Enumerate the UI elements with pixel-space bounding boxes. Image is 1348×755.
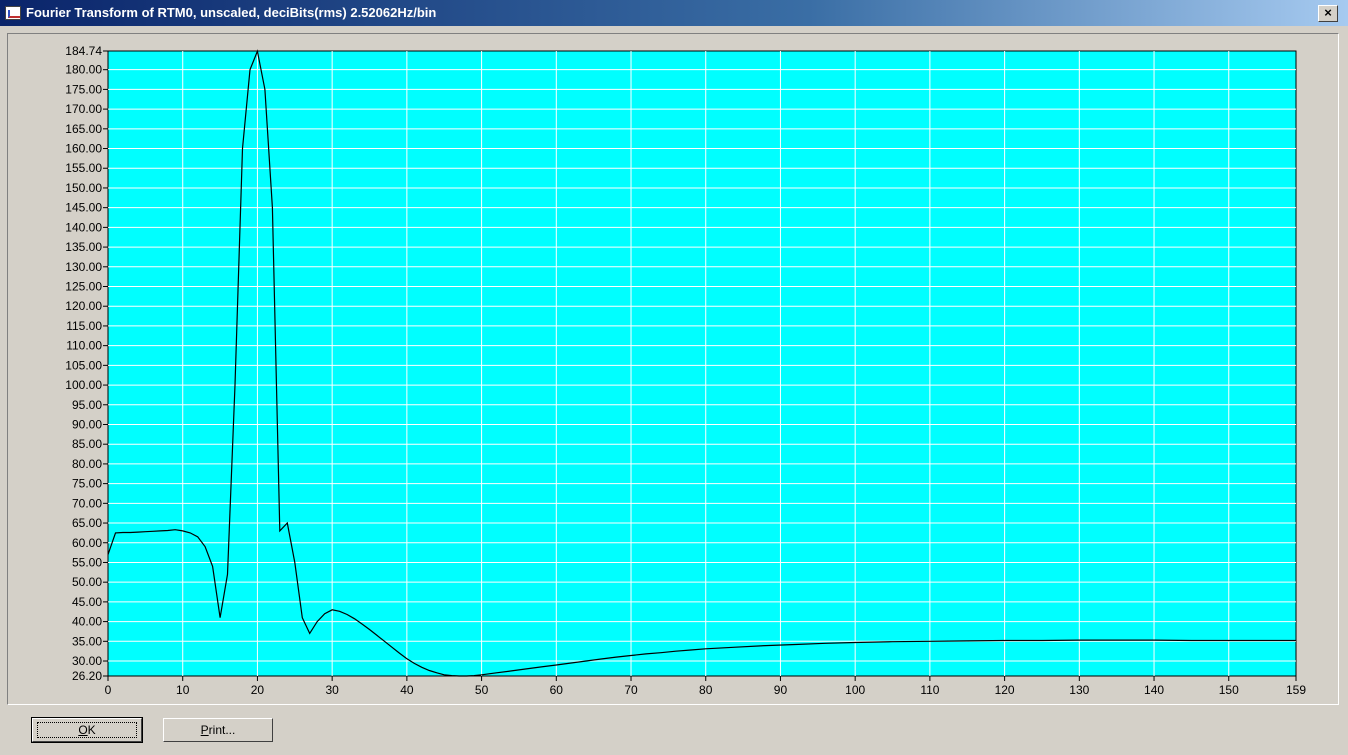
x-tick-label: 110 bbox=[920, 683, 939, 697]
y-tick-label: 150.00 bbox=[65, 181, 102, 195]
window-title: Fourier Transform of RTM0, unscaled, dec… bbox=[26, 5, 437, 20]
x-tick-label: 80 bbox=[699, 683, 713, 697]
app-icon bbox=[5, 6, 21, 20]
y-tick-label: 75.00 bbox=[72, 477, 102, 491]
y-tick-label: 90.00 bbox=[72, 417, 102, 431]
y-tick-label: 170.00 bbox=[65, 102, 102, 116]
print-button[interactable]: Print... bbox=[163, 718, 273, 742]
y-tick-label: 135.00 bbox=[65, 240, 102, 254]
x-tick-label: 40 bbox=[400, 683, 414, 697]
x-tick-label: 140 bbox=[1144, 683, 1164, 697]
x-tick-label: 150 bbox=[1219, 683, 1239, 697]
y-tick-label: 140.00 bbox=[65, 220, 102, 234]
y-tick-label: 105.00 bbox=[65, 358, 102, 372]
y-tick-label: 65.00 bbox=[72, 516, 102, 530]
x-tick-label: 20 bbox=[251, 683, 265, 697]
ok-label: K bbox=[87, 723, 96, 737]
y-tick-label: 40.00 bbox=[72, 615, 102, 629]
y-tick-label: 26.20 bbox=[72, 669, 102, 683]
y-tick-label: 155.00 bbox=[65, 161, 102, 175]
y-tick-label: 55.00 bbox=[72, 555, 102, 569]
plot-area bbox=[107, 50, 1297, 677]
ok-mnemonic: O bbox=[78, 723, 88, 737]
y-tick-label: 100.00 bbox=[65, 378, 102, 392]
y-tick-label: 30.00 bbox=[72, 654, 102, 668]
y-tick-label: 50.00 bbox=[72, 575, 102, 589]
chart-panel: 0 10 20 30 40 50 60 70 80 90 100 110 120 130 140 150 159… bbox=[7, 33, 1339, 705]
y-tick-label: 184.74 bbox=[65, 44, 102, 58]
y-tick-label: 175.00 bbox=[65, 82, 102, 96]
title-bar: Fourier Transform of RTM0, unscaled, dec… bbox=[0, 0, 1348, 26]
y-tick-label: 80.00 bbox=[72, 457, 102, 471]
fft-chart: 0 10 20 30 40 50 60 70 80 90 100 110 120 130 140 150 159… bbox=[65, 44, 1306, 697]
x-tick-label: 130 bbox=[1069, 683, 1089, 697]
spectrum-line bbox=[107, 49, 1296, 677]
y-tick-label: 115.00 bbox=[66, 319, 102, 333]
print-label: rint... bbox=[208, 723, 236, 737]
y-tick-label: 130.00 bbox=[65, 260, 102, 274]
x-tick-label: 60 bbox=[550, 683, 564, 697]
ok-button[interactable]: OK bbox=[31, 717, 143, 743]
y-tick-label: 85.00 bbox=[72, 437, 102, 451]
print-mnemonic: P bbox=[200, 723, 209, 737]
x-tick-label: 0 bbox=[105, 683, 112, 697]
x-tick-label: 100 bbox=[845, 683, 865, 697]
y-tick-label: 120.00 bbox=[65, 299, 102, 313]
close-button[interactable]: × bbox=[1318, 5, 1338, 22]
x-tick-label: 30 bbox=[325, 683, 339, 697]
y-tick-label: 60.00 bbox=[72, 536, 102, 550]
y-tick-label: 95.00 bbox=[72, 398, 102, 412]
x-tick-label: 10 bbox=[176, 683, 190, 697]
y-tick-label: 145.00 bbox=[65, 201, 102, 215]
y-tick-label: 180.00 bbox=[65, 63, 102, 77]
y-tick-label: 125.00 bbox=[65, 280, 102, 294]
focus-rect bbox=[37, 722, 137, 738]
y-tick-label: 165.00 bbox=[65, 122, 102, 136]
y-tick-label: 110.00 bbox=[66, 339, 102, 353]
x-tick-label: 90 bbox=[774, 683, 788, 697]
y-tick-label: 70.00 bbox=[72, 496, 102, 510]
y-tick-label: 35.00 bbox=[72, 634, 102, 648]
y-tick-label: 160.00 bbox=[65, 142, 102, 156]
x-tick-label: 120 bbox=[995, 683, 1015, 697]
y-tick-label: 45.00 bbox=[72, 595, 102, 609]
x-tick-label: 50 bbox=[475, 683, 489, 697]
x-tick-label: 159 bbox=[1286, 683, 1306, 697]
x-tick-label: 70 bbox=[624, 683, 638, 697]
